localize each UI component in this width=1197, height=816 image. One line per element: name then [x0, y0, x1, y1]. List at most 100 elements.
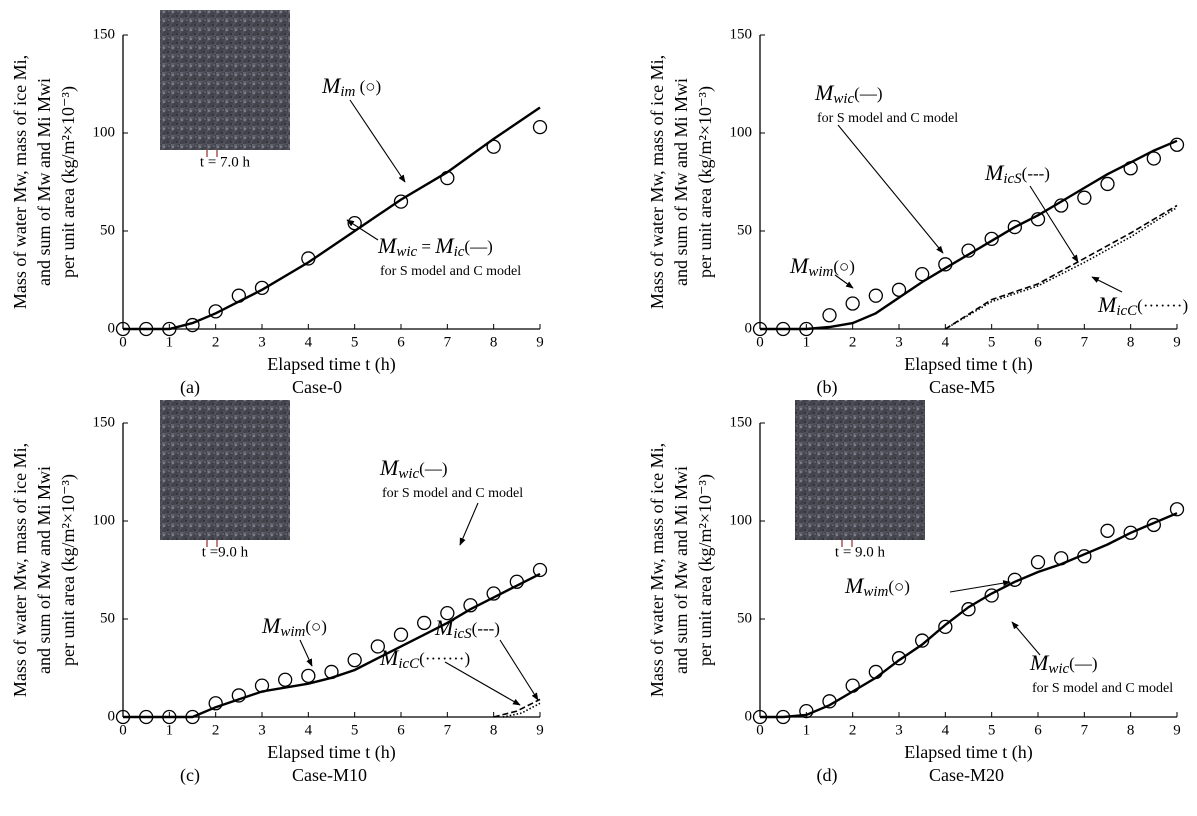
x-axis-label: Elapsed time t (h): [267, 354, 395, 375]
inset-photo: [795, 400, 925, 540]
panel-label: (b): [817, 377, 838, 398]
data-point: [961, 602, 976, 617]
x-tick-label: 3: [895, 334, 903, 350]
data-point: [417, 615, 432, 631]
y-tick-label: 150: [730, 414, 753, 430]
x-tick-label: 0: [756, 334, 764, 350]
annotation: MicC(·······): [1097, 292, 1188, 319]
annotation-text: (○): [833, 257, 855, 276]
symbol: M: [377, 233, 398, 258]
subscript: icC: [398, 656, 420, 672]
x-tick-label: 7: [444, 722, 452, 738]
data-point: [1100, 176, 1115, 192]
y-tick-label: 50: [737, 222, 752, 238]
data-point: [1123, 525, 1138, 540]
x-tick-label: 2: [849, 722, 857, 738]
data-point: [1146, 151, 1161, 166]
subscript: wim: [808, 264, 833, 280]
annotation-arrow: [299, 639, 313, 667]
data-point: [984, 231, 999, 246]
annotation: Mwic(—): [1029, 650, 1098, 677]
model-line: [944, 204, 1178, 330]
symbol: M: [1029, 650, 1050, 675]
annotation-text: =: [417, 237, 435, 256]
subscript: wic: [833, 91, 854, 107]
x-tick-label: 1: [166, 722, 174, 738]
panel-label: (a): [180, 377, 200, 398]
y-tick-label: 50: [100, 222, 115, 238]
panel-label: (d): [817, 765, 838, 786]
subscript: icC: [1116, 303, 1138, 319]
annotation-text: (○): [305, 617, 327, 636]
data-point: [822, 308, 837, 323]
symbol: M: [379, 645, 400, 670]
data-point: [532, 119, 548, 135]
y-tick-label: 50: [737, 610, 752, 626]
subscript: wic: [398, 466, 419, 482]
x-tick-label: 9: [536, 722, 544, 738]
x-tick-label: 6: [397, 722, 405, 738]
y-tick-label: 50: [100, 610, 115, 626]
x-tick-label: 6: [397, 334, 405, 350]
x-tick-label: 6: [1034, 722, 1042, 738]
data-point: [231, 688, 246, 703]
x-tick-label: 9: [1173, 334, 1181, 350]
data-point: [370, 639, 385, 654]
y-axis-label: per unit area (kg/m²×10⁻³): [695, 474, 716, 666]
annotation: MicS(---): [984, 160, 1050, 187]
model-line: [123, 572, 541, 719]
symbol: M: [434, 233, 455, 258]
caption: Case-M10: [292, 765, 367, 785]
y-axis-label: and sum of Mw and Mi Mwi: [671, 466, 691, 674]
subscript: wim: [863, 584, 888, 600]
data-point: [1169, 502, 1185, 517]
y-tick-label: 100: [730, 124, 753, 140]
x-tick-label: 4: [942, 722, 950, 738]
annotation-text: (○): [888, 577, 910, 596]
x-tick-label: 5: [988, 722, 996, 738]
x-axis-label: Elapsed time t (h): [904, 354, 1032, 375]
x-tick-label: 2: [849, 334, 857, 350]
data-point: [208, 696, 223, 711]
y-axis-label: and sum of Mw and Mi Mwi: [34, 78, 54, 286]
annotation: Mwim(○): [844, 573, 910, 600]
symbol: M: [844, 573, 865, 598]
annotation: Mim (○): [321, 73, 381, 100]
y-axis-label: Mass of water Mw, mass of ice Mi,: [647, 443, 667, 697]
x-tick-label: 1: [803, 334, 811, 350]
x-tick-label: 1: [166, 334, 174, 350]
data-point: [915, 266, 930, 282]
annotation-arrow: [837, 124, 944, 254]
annotation-arrow: [444, 661, 521, 706]
annotation-note: for S model and C model: [380, 264, 521, 279]
annotation: Mwim(○): [789, 253, 855, 280]
y-axis-label: per unit area (kg/m²×10⁻³): [58, 86, 79, 278]
x-tick-label: 7: [1081, 334, 1089, 350]
annotation-arrow: [346, 219, 379, 241]
x-tick-label: 2: [212, 334, 220, 350]
subscript: icS: [1003, 171, 1022, 187]
annotation: Mwic = Mic(—): [377, 233, 493, 260]
x-tick-label: 4: [305, 334, 313, 350]
annotation-text: (—): [1069, 654, 1097, 673]
y-axis-label: per unit area (kg/m²×10⁻³): [58, 474, 79, 666]
subscript: im: [340, 84, 355, 100]
data-point: [868, 288, 883, 303]
y-tick-label: 0: [108, 320, 116, 336]
annotation: MicC(·······): [379, 645, 470, 672]
x-tick-label: 4: [942, 334, 950, 350]
data-point: [891, 651, 907, 666]
symbol: M: [1097, 292, 1118, 317]
subscript: wic: [1048, 661, 1069, 677]
x-tick-label: 3: [258, 334, 266, 350]
y-tick-label: 0: [745, 320, 753, 336]
symbol: M: [434, 615, 455, 640]
subscript: wim: [280, 624, 305, 640]
caption: Case-M20: [929, 765, 1004, 785]
symbol: M: [789, 253, 810, 278]
model-line: [123, 106, 541, 331]
inset-photo: [160, 400, 290, 540]
x-tick-label: 0: [756, 722, 764, 738]
symbol: M: [984, 160, 1005, 185]
annotation: Mwim(○): [261, 613, 327, 640]
